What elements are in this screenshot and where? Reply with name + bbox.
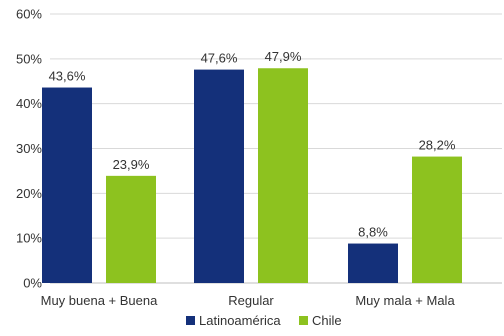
y-tick-label: 30%: [16, 141, 42, 156]
bar-latinoamerica-1: [194, 69, 244, 284]
bar-latinoamerica-2: [348, 243, 398, 283]
legend-label-chile: Chile: [312, 313, 342, 328]
y-tick-label: 10%: [16, 231, 42, 246]
data-labels: 43,6% 23,9% 47,6% 47,9% 8,8% 28,2%: [49, 49, 456, 239]
data-label: 8,8%: [358, 225, 388, 240]
x-tick-label: Regular: [228, 293, 274, 308]
bar-chile-2: [412, 156, 462, 283]
y-tick-label: 0%: [23, 276, 42, 291]
x-axis-ticks: Muy buena + Buena Regular Muy mala + Mala: [41, 293, 456, 308]
legend: Latinoamérica Chile: [186, 313, 342, 328]
y-tick-label: 50%: [16, 51, 42, 66]
legend-label-latinoamerica: Latinoamérica: [199, 313, 281, 328]
data-label: 28,2%: [419, 138, 456, 153]
bars: [42, 68, 462, 284]
legend-swatch-latinoamerica: [186, 316, 195, 325]
y-tick-label: 20%: [16, 186, 42, 201]
legend-swatch-chile: [299, 316, 308, 325]
y-axis-ticks: 0% 10% 20% 30% 40% 50% 60%: [16, 7, 42, 291]
x-tick-label: Muy buena + Buena: [41, 293, 158, 308]
x-tick-label: Muy mala + Mala: [355, 293, 455, 308]
data-label: 43,6%: [49, 69, 86, 84]
bar-latinoamerica-0: [42, 87, 92, 283]
bar-chile-0: [106, 175, 156, 283]
y-tick-label: 40%: [16, 96, 42, 111]
data-label: 23,9%: [113, 157, 150, 172]
data-label: 47,9%: [265, 49, 302, 64]
bar-chile-1: [258, 68, 308, 283]
data-label: 47,6%: [201, 51, 238, 66]
y-tick-label: 60%: [16, 7, 42, 22]
